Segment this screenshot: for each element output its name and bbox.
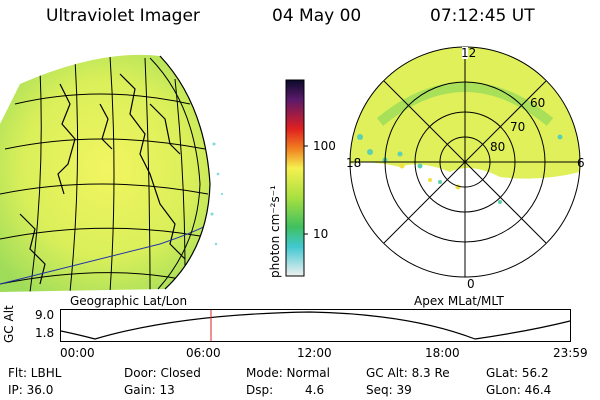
mlat-label-60: 60 — [530, 96, 546, 110]
info-dsp-label: Dsp: — [246, 383, 274, 397]
altitude-plot — [60, 309, 571, 342]
mlat-label-70: 70 — [510, 120, 526, 134]
alt-xtick-2: 12:00 — [297, 346, 332, 360]
colorbar — [285, 79, 308, 277]
alt-xtick-1: 06:00 — [186, 346, 221, 360]
right-panel-label: Apex MLat/MLT — [414, 294, 504, 308]
alt-xtick-4: 23:59 — [553, 346, 588, 360]
mlt-label-0: 0 — [467, 277, 475, 291]
time-label: 07:12:45 UT — [430, 6, 535, 26]
info-door: Door: Closed — [124, 366, 201, 380]
mlat-label-80: 80 — [490, 140, 506, 154]
info-seq: Seq: 39 — [366, 383, 412, 397]
info-gc-alt: GC Alt: 8.3 Re — [366, 366, 450, 380]
colorbar-tick-10: 10 — [313, 227, 329, 241]
instrument-title: Ultraviolet Imager — [46, 6, 200, 26]
colorbar-tick-100: 100 — [313, 139, 336, 153]
gc-alt-ylabel: GC Alt — [2, 305, 16, 343]
mlt-label-12: 12 — [461, 46, 477, 60]
alt-xtick-0: 00:00 — [60, 346, 95, 360]
mlt-label-6: 6 — [577, 156, 585, 170]
info-gain: Gain: 13 — [124, 383, 175, 397]
alt-ytick-high: 9.0 — [35, 308, 55, 322]
colorbar-unit-text: photon cm⁻²s⁻¹ — [268, 185, 282, 278]
info-mode: Mode: Normal — [246, 366, 330, 380]
info-glon: GLon: 46.4 — [486, 383, 552, 397]
info-glat: GLat: 56.2 — [486, 366, 549, 380]
alt-xtick-3: 18:00 — [425, 346, 460, 360]
info-dsp-value: 4.6 — [305, 383, 325, 397]
info-ip: IP: 36.0 — [8, 383, 54, 397]
polar-image — [349, 46, 581, 278]
geographic-image — [0, 54, 224, 292]
left-panel-label: Geographic Lat/Lon — [70, 294, 188, 308]
info-flt: Flt: LBHL — [8, 366, 62, 380]
date-label: 04 May 00 — [272, 6, 362, 26]
mlt-label-18: 18 — [346, 156, 362, 170]
alt-ytick-low: 1.8 — [35, 326, 55, 340]
